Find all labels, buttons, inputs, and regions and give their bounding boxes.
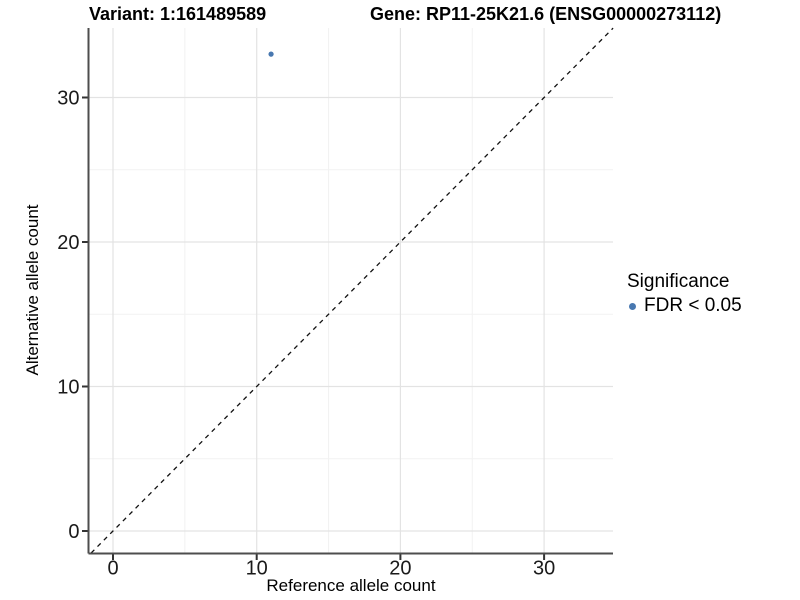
y-tick-label: 20	[57, 232, 79, 254]
plot-title-gene: Gene: RP11-25K21.6 (ENSG00000273112)	[370, 4, 722, 24]
plot-title-variant: Variant: 1:161489589	[89, 4, 267, 24]
x-axis-title: Reference allele count	[266, 576, 436, 595]
y-axis-title: Alternative allele count	[23, 204, 42, 376]
x-tick-label: 10	[246, 558, 268, 580]
legend-title: Significance	[627, 271, 730, 292]
legend-item-label: FDR < 0.05	[644, 295, 742, 316]
data-point	[268, 51, 274, 57]
y-tick-label: 30	[57, 88, 79, 110]
y-tick-label: 0	[68, 521, 79, 543]
y-tick-label: 10	[57, 377, 79, 399]
x-tick-label: 0	[107, 558, 118, 580]
legend-point-icon	[629, 302, 636, 310]
legend: Significance FDR < 0.05	[627, 271, 742, 317]
identity-reference-line	[90, 27, 614, 554]
x-tick-label: 20	[389, 558, 411, 580]
legend-item: FDR < 0.05	[627, 295, 742, 317]
x-tick-label: 30	[533, 558, 555, 580]
